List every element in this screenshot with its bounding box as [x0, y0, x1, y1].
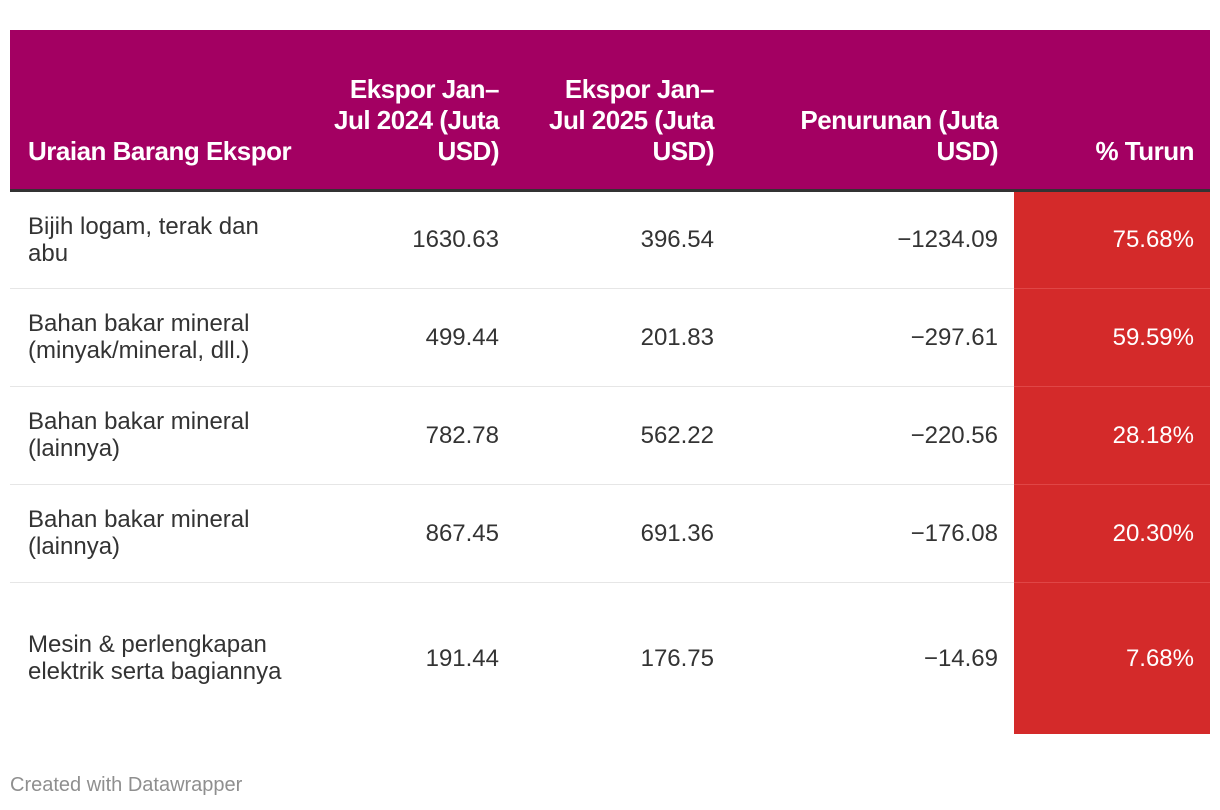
- cell-item-name: Mesin & perlengkapan elektrik serta bagi…: [28, 631, 282, 686]
- table-row: Bahan bakar mineral (minyak/mineral, dll…: [10, 288, 1210, 387]
- cell-percent-down: 75.68%: [1014, 190, 1210, 289]
- table-row: Bahan bakar mineral (lainnya) 782.78 562…: [10, 386, 1210, 485]
- cell-percent-down: 28.18%: [1014, 386, 1210, 485]
- cell-percent-down: 7.68%: [1014, 582, 1210, 734]
- cell-export-2025: 201.83: [515, 288, 730, 387]
- cell-decline: −14.69: [923, 644, 998, 672]
- table-row: Bahan bakar mineral (lainnya) 867.45 691…: [10, 484, 1210, 583]
- cell-percent-down: 59.59%: [1014, 288, 1210, 387]
- export-decline-table: Uraian Barang Ekspor Ekspor Jan–Jul 2024…: [10, 30, 1210, 734]
- cell-export-2024: 1630.63: [310, 190, 515, 289]
- cell-decline: −220.56: [730, 386, 1014, 485]
- datawrapper-credit: Created with Datawrapper: [10, 774, 243, 796]
- cell-export-2025: 176.75: [640, 644, 714, 672]
- column-header-item: Uraian Barang Ekspor: [10, 30, 310, 192]
- column-header-percent-down: % Turun: [1014, 30, 1210, 192]
- cell-item-name: Bahan bakar mineral (lainnya): [10, 386, 310, 485]
- cell-export-2024: 499.44: [310, 288, 515, 387]
- cell-decline: −297.61: [730, 288, 1014, 387]
- cell-export-2024: 867.45: [310, 484, 515, 583]
- cell-decline: −176.08: [730, 484, 1014, 583]
- cell-item-name: Bahan bakar mineral (minyak/mineral, dll…: [10, 288, 310, 387]
- table-header-row: Uraian Barang Ekspor Ekspor Jan–Jul 2024…: [10, 30, 1210, 192]
- cell-export-2024: 191.44: [425, 644, 499, 672]
- table-row: Mesin & perlengkapan elektrik serta bagi…: [10, 582, 1210, 734]
- cell-item-name: Bahan bakar mineral (lainnya): [10, 484, 310, 583]
- column-header-decline: Penurunan (Juta USD): [730, 30, 1014, 192]
- cell-export-2024: 782.78: [310, 386, 515, 485]
- cell-export-2025: 562.22: [515, 386, 730, 485]
- cell-percent-down: 20.30%: [1014, 484, 1210, 583]
- cell-item-name: Bijih logam, terak dan abu: [10, 190, 310, 289]
- table-row: Bijih logam, terak dan abu 1630.63 396.5…: [10, 190, 1210, 289]
- column-header-export-2025: Ekspor Jan–Jul 2025 (Juta USD): [515, 30, 730, 192]
- cell-export-2025: 691.36: [515, 484, 730, 583]
- cell-export-2025: 396.54: [515, 190, 730, 289]
- cell-decline: −1234.09: [730, 190, 1014, 289]
- data-table-container: Uraian Barang Ekspor Ekspor Jan–Jul 2024…: [10, 30, 1210, 734]
- column-header-export-2024: Ekspor Jan–Jul 2024 (Juta USD): [310, 30, 515, 192]
